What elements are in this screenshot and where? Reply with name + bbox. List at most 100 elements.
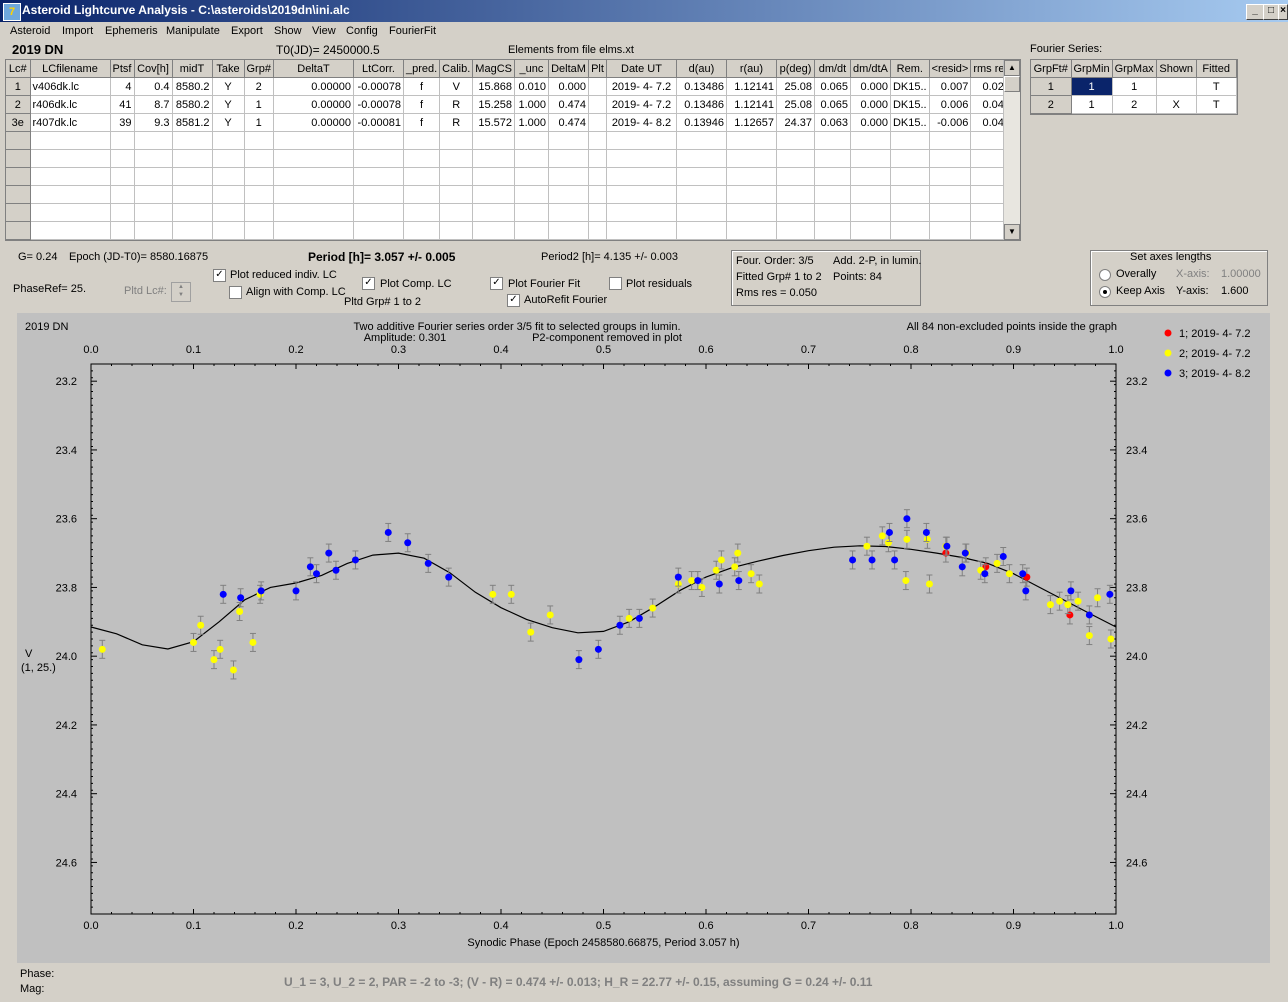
column-header[interactable]: LCfilename (30, 60, 111, 78)
table-cell[interactable]: 0.13946 (676, 113, 727, 132)
table-cell[interactable]: f (403, 77, 441, 96)
table-cell[interactable] (30, 185, 111, 204)
table-cell[interactable] (172, 131, 213, 150)
table-cell[interactable]: 15.868 (472, 77, 515, 96)
table-cell[interactable]: 0.010 (514, 77, 549, 96)
menu-asteroid[interactable]: Asteroid (10, 25, 51, 37)
table-cell[interactable] (514, 221, 549, 240)
table-cell[interactable] (606, 185, 677, 204)
table-cell[interactable] (439, 167, 474, 186)
table-cell[interactable] (548, 149, 589, 168)
table-cell[interactable]: 8581.2 (172, 113, 213, 132)
table-cell[interactable]: Y (212, 77, 245, 96)
table-cell[interactable] (929, 221, 972, 240)
table-cell[interactable] (403, 167, 441, 186)
table-cell[interactable]: T (1196, 95, 1237, 114)
menu-show[interactable]: Show (274, 25, 302, 37)
table-cell[interactable]: 24.37 (776, 113, 815, 132)
table-cell[interactable] (726, 131, 777, 150)
table-cell[interactable] (403, 185, 441, 204)
table-cell[interactable] (890, 203, 930, 222)
table-cell[interactable] (548, 203, 589, 222)
table-cell[interactable]: 2019- 4- 8.2 (606, 113, 677, 132)
table-cell[interactable] (588, 185, 607, 204)
table-cell[interactable] (273, 221, 354, 240)
table-cell[interactable]: 0.000 (850, 113, 891, 132)
table-cell[interactable]: 0.000 (850, 77, 891, 96)
table-cell[interactable] (403, 221, 441, 240)
table-cell[interactable] (606, 203, 677, 222)
column-header[interactable]: _pred. (403, 60, 441, 78)
table-cell[interactable] (606, 149, 677, 168)
keep-axis-radio[interactable] (1099, 286, 1111, 298)
menu-view[interactable]: View (312, 25, 336, 37)
table-cell[interactable] (726, 149, 777, 168)
table-cell[interactable] (172, 149, 213, 168)
table-row[interactable]: 1 v406dk.lc 4 0.4 8580.2 Y 2 0.00000 -0.00078 f V 1… (6, 77, 1013, 96)
table-cell[interactable]: f (403, 95, 441, 114)
table-cell[interactable] (212, 185, 245, 204)
table-cell[interactable]: DK15.. (890, 77, 930, 96)
table-cell[interactable] (514, 149, 549, 168)
scroll-up-button[interactable]: ▲ (1004, 60, 1020, 76)
table-cell[interactable]: 2 (6, 95, 31, 114)
table-cell[interactable] (6, 185, 31, 204)
table-cell[interactable] (273, 167, 354, 186)
table-cell[interactable]: f (403, 113, 441, 132)
table-cell[interactable] (244, 149, 274, 168)
table-cell[interactable]: 0.474 (548, 95, 589, 114)
plot-reduced-checkbox[interactable]: ✓ (213, 269, 226, 282)
table-cell[interactable] (403, 149, 441, 168)
table-cell[interactable]: 39 (110, 113, 135, 132)
table-cell[interactable]: -0.00078 (353, 95, 404, 114)
table-cell[interactable]: 2019- 4- 7.2 (606, 95, 677, 114)
table-cell[interactable]: -0.006 (929, 113, 972, 132)
table-cell[interactable] (588, 203, 607, 222)
table-cell[interactable] (929, 203, 972, 222)
table-cell[interactable] (172, 167, 213, 186)
table-cell[interactable]: 0.13486 (676, 77, 727, 96)
table-cell[interactable]: 0.065 (814, 95, 851, 114)
table-cell[interactable] (6, 149, 31, 168)
table-cell[interactable] (514, 131, 549, 150)
table-cell[interactable] (676, 221, 727, 240)
table-cell[interactable]: Y (212, 113, 245, 132)
table-cell[interactable] (929, 131, 972, 150)
column-header[interactable]: Take (212, 60, 245, 78)
table-cell[interactable] (353, 131, 404, 150)
table-cell[interactable] (273, 185, 354, 204)
scroll-thumb[interactable] (1004, 76, 1020, 92)
table-cell[interactable]: DK15.. (890, 95, 930, 114)
table-cell[interactable] (588, 167, 607, 186)
table-row-empty[interactable] (6, 131, 1013, 150)
table-cell[interactable] (588, 77, 607, 96)
table-cell[interactable]: 0.00000 (273, 113, 354, 132)
table-cell[interactable]: 25.08 (776, 95, 815, 114)
table-cell[interactable]: 2 (244, 77, 274, 96)
table-cell[interactable] (850, 167, 891, 186)
table-cell[interactable] (514, 185, 549, 204)
table-cell[interactable] (30, 149, 111, 168)
table-cell[interactable] (814, 149, 851, 168)
table-cell[interactable] (890, 167, 930, 186)
table-cell[interactable] (6, 221, 31, 240)
table-cell[interactable] (403, 203, 441, 222)
plot-residuals-checkbox[interactable] (609, 277, 622, 290)
table-cell[interactable] (726, 221, 777, 240)
column-header[interactable]: Ptsf (110, 60, 135, 78)
table-cell[interactable] (6, 131, 31, 150)
column-header[interactable]: GrpMin (1071, 60, 1113, 78)
table-cell[interactable]: 0.13486 (676, 95, 727, 114)
table-cell[interactable] (134, 149, 173, 168)
table-cell[interactable] (30, 221, 111, 240)
table-cell[interactable] (403, 131, 441, 150)
table-cell[interactable]: 0.000 (548, 77, 589, 96)
table-cell[interactable]: 0.00000 (273, 77, 354, 96)
table-cell[interactable] (30, 131, 111, 150)
table-row-empty[interactable] (6, 185, 1013, 204)
table-cell[interactable] (588, 113, 607, 132)
table-cell[interactable] (776, 185, 815, 204)
table-row-empty[interactable] (6, 221, 1013, 240)
